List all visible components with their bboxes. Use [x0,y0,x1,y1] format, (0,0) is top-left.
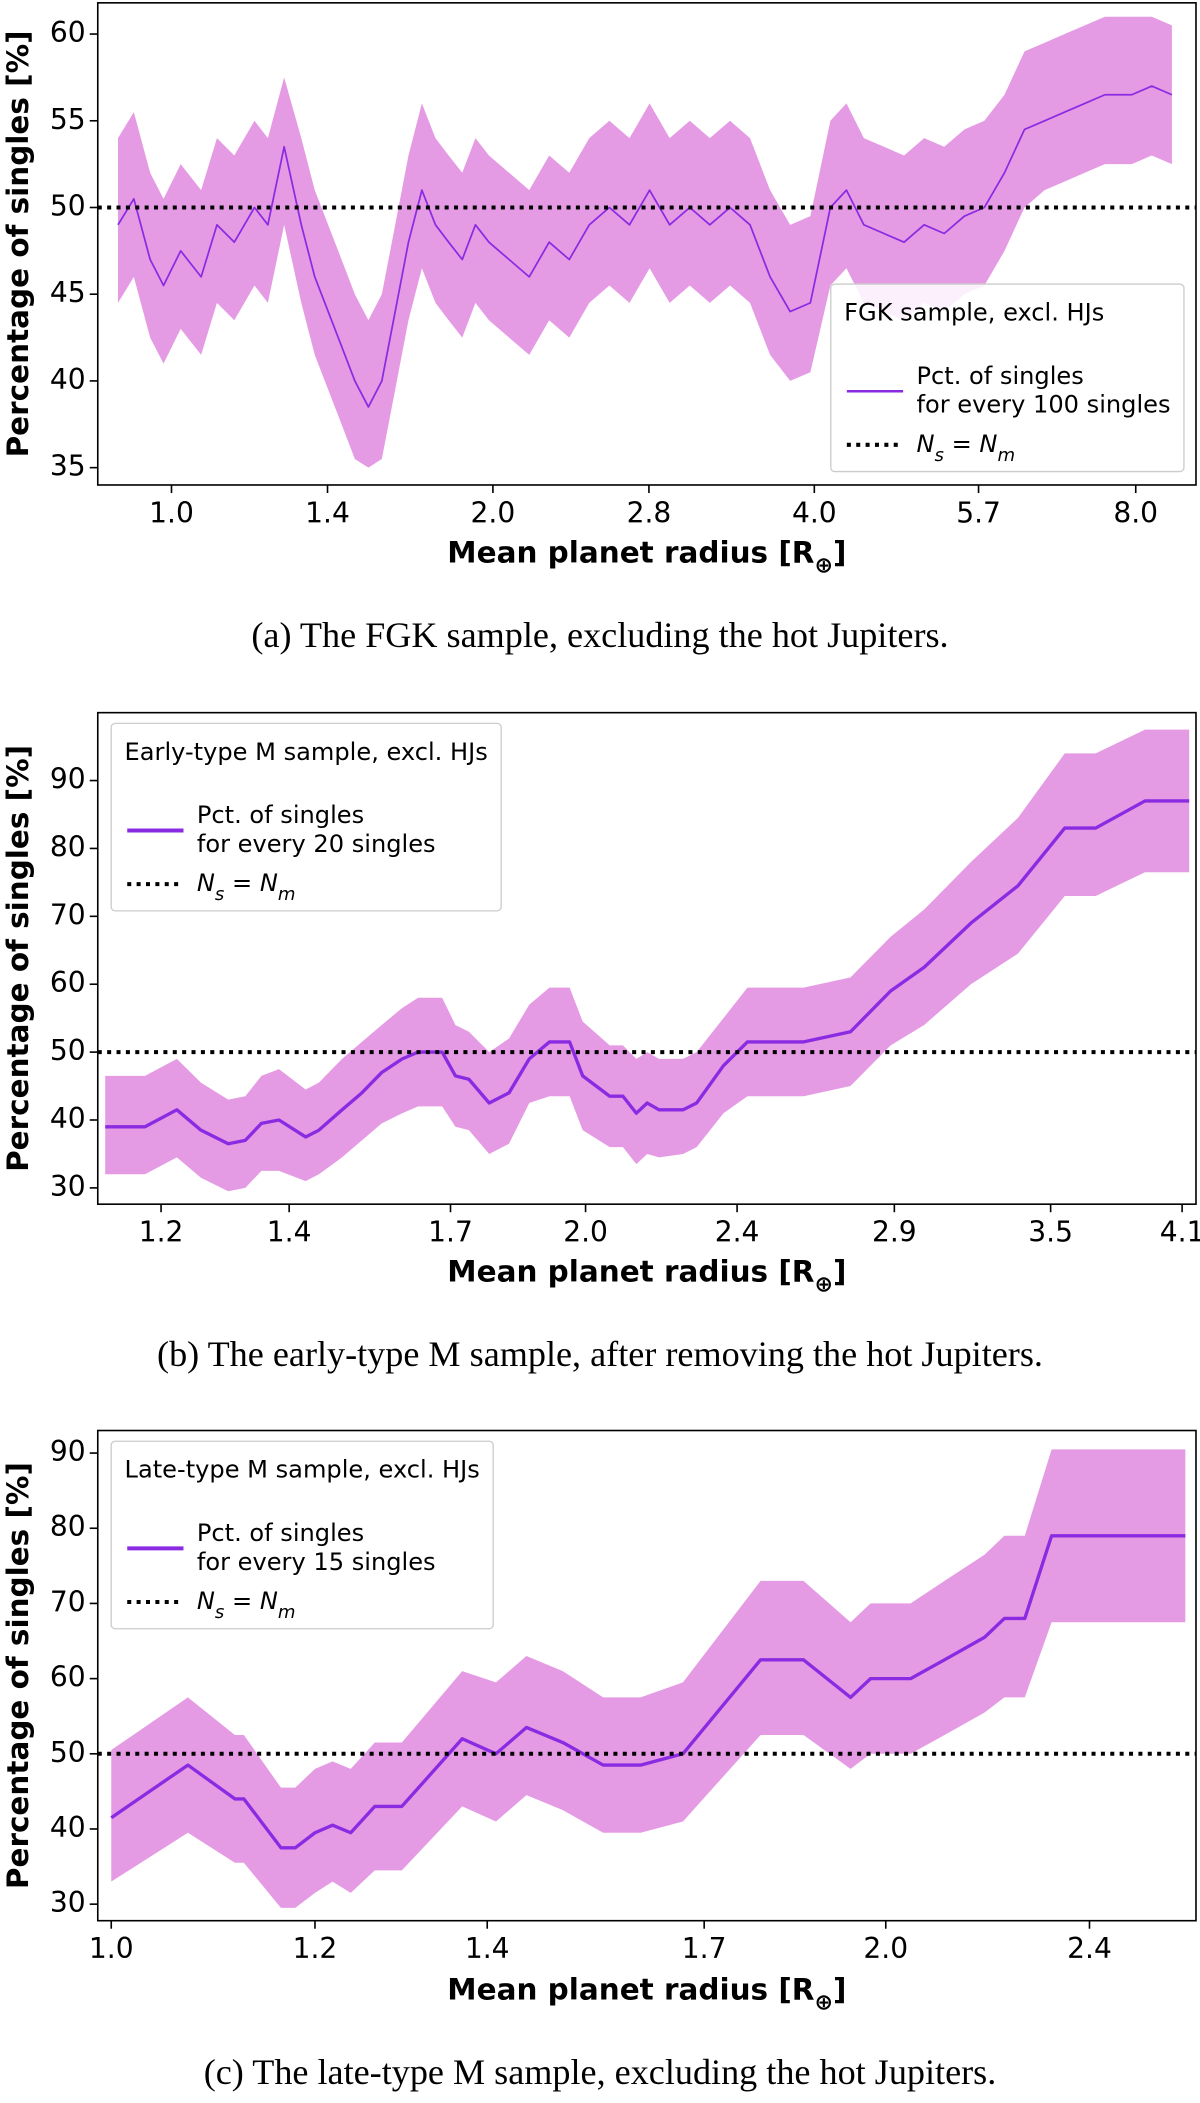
data-line [110,1534,1186,1850]
x-tick-label: 1.4 [305,496,350,529]
x-axis-label: Mean planet radius [R⊕] [447,1972,846,2016]
legend-box [110,722,502,912]
legend: FGK sample, excl. HJs Pct. of singles for … [830,283,1185,473]
x-tick-label: 1.7 [428,1216,473,1249]
plot-frame [96,711,1197,1205]
x-tick-label: 2.0 [563,1216,608,1249]
x-tick-label: 5.7 [956,496,1001,529]
x-tick-label: 3.5 [1028,1216,1073,1249]
y-tick-label: 60 [50,1661,86,1694]
x-axis-label: Mean planet radius [R⊕] [447,535,846,579]
legend-title: Early-type M sample, excl. HJs [125,738,488,766]
y-tick-label: 60 [50,966,86,999]
y-tick-label: 35 [50,450,86,483]
y-tick-label: 50 [50,189,86,222]
y-tick-label: 70 [50,1585,86,1618]
y-tick-label: 90 [50,763,86,796]
y-tick-label: 80 [50,1510,86,1543]
caption: (c) The late-type M sample, excluding th… [204,2052,997,2092]
x-tick-label: 4.0 [792,496,837,529]
legend-box [830,283,1185,473]
plot-area [97,1449,1196,1908]
legend-label: Ns = Nm [916,430,1015,466]
legend-label: Pct. of singles for every 20 singles [197,801,436,858]
legend-title: FGK sample, excl. HJs [844,299,1104,327]
x-tick-label: 2.8 [627,496,672,529]
x-tick-label: 1.4 [267,1216,312,1249]
x-tick-label: 1.4 [465,1932,510,1965]
chart: 1.2 1.4 1.7 2.0 2.4 2.9 3.5 4.1 30 40 50 60 70 80 90 Me… [0,711,1200,1374]
y-tick-label: 55 [50,103,86,136]
x-tick-label: 2.0 [863,1932,908,1965]
x-tick-label: 1.0 [89,1932,134,1965]
y-tick-label: 30 [50,1886,86,1919]
legend-label: Ns = Nm [197,1587,296,1622]
legend: Early-type M sample, excl. HJs Pct. of si… [110,722,502,912]
x-tick-label: 1.0 [149,496,194,529]
x-tick-label: 1.2 [139,1216,184,1249]
x-tick-label: 2.4 [715,1216,760,1249]
y-tick-label: 50 [50,1736,86,1769]
confidence-band [111,1449,1186,1908]
legend-label: Pct. of singles for every 100 singles [916,362,1170,419]
chart: 1.0 1.4 2.0 2.8 4.0 5.7 8.0 35 40 45 50 55 60 Mean pl… [0,2,1197,655]
y-tick-label: 30 [50,1170,86,1203]
data-line [117,85,1173,408]
x-tick-label: 1.2 [293,1932,338,1965]
plot-frame [96,2,1197,486]
x-tick-label: 4.1 [1160,1216,1200,1249]
data-line [105,799,1190,1146]
y-axis-label: Percentage of singles [%] [0,30,34,457]
legend-label: Ns = Nm [197,869,296,904]
x-tick-label: 1.7 [682,1932,727,1965]
y-axis-label: Percentage of singles [%] [0,1462,34,1889]
caption: (b) The early-type M sample, after remov… [157,1334,1043,1374]
y-tick-label: 90 [50,1435,86,1468]
legend: Late-type M sample, excl. HJs Pct. of sin… [110,1440,494,1630]
y-tick-label: 40 [50,363,86,396]
y-tick-label: 45 [50,276,86,309]
y-tick-label: 80 [50,830,86,863]
x-tick-label: 2.0 [471,496,516,529]
x-axis-label: Mean planet radius [R⊕] [447,1254,846,1298]
plot-frame [96,1429,1197,1922]
y-tick-label: 40 [50,1811,86,1844]
confidence-band [117,16,1172,468]
plot-area [97,729,1196,1192]
y-tick-label: 50 [50,1034,86,1067]
caption: (a) The FGK sample, excluding the hot Ju… [251,615,948,655]
plot-area [97,16,1196,468]
x-tick-label: 2.4 [1067,1932,1112,1965]
legend-box [110,1440,494,1630]
y-tick-label: 70 [50,898,86,931]
y-axis-label: Percentage of singles [%] [0,745,34,1172]
legend-label: Pct. of singles for every 15 singles [197,1519,436,1576]
legend-title: Late-type M sample, excl. HJs [125,1456,480,1484]
x-tick-label: 2.9 [872,1216,917,1249]
y-tick-label: 40 [50,1102,86,1135]
chart: 1.0 1.2 1.4 1.7 2.0 2.4 30 40 50 60 70 80 90 Mean pla… [0,1429,1197,2092]
y-tick-label: 60 [50,16,86,49]
x-tick-label: 8.0 [1113,496,1158,529]
